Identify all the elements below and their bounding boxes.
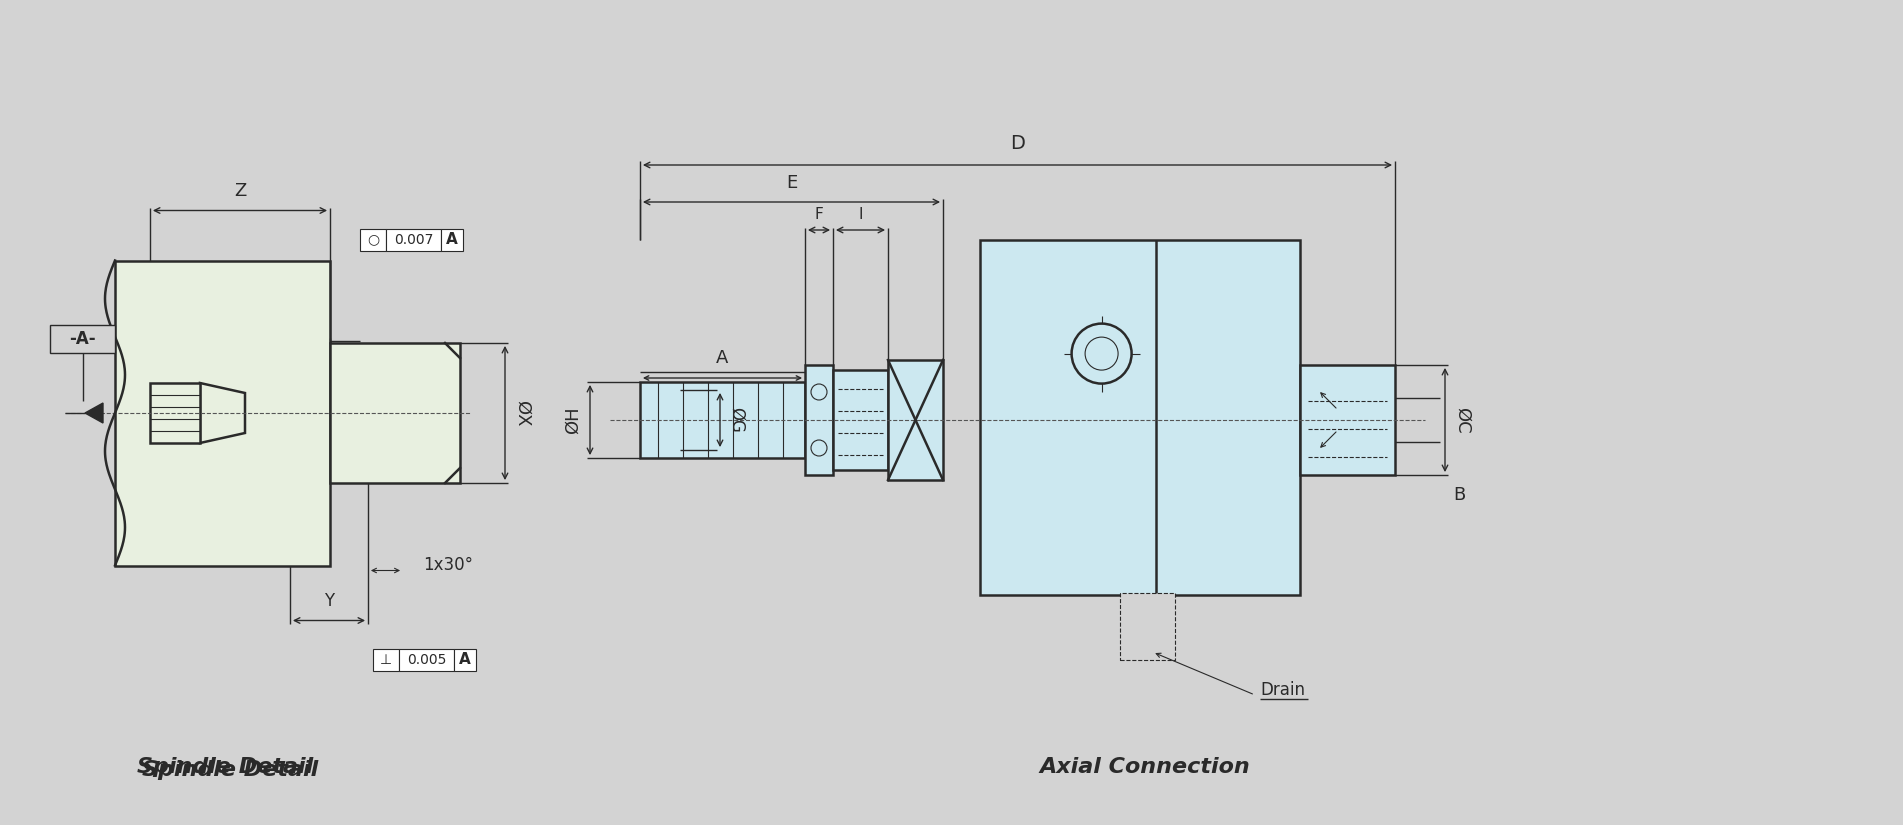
Bar: [455, 648, 476, 671]
Text: -A-: -A-: [69, 330, 95, 348]
Circle shape: [1085, 337, 1119, 370]
Bar: [1121, 593, 1174, 660]
Bar: [114, 261, 329, 565]
Text: Z: Z: [234, 182, 245, 200]
Bar: [150, 383, 200, 443]
Bar: [889, 360, 944, 480]
Bar: [639, 382, 805, 458]
Circle shape: [1071, 323, 1132, 384]
Text: F: F: [814, 207, 824, 222]
Text: ØH: ØH: [563, 406, 582, 434]
Text: I: I: [858, 207, 862, 222]
Bar: [360, 229, 386, 251]
Text: 1x30°: 1x30°: [422, 557, 474, 574]
Text: Axial Connection: Axial Connection: [1039, 757, 1250, 777]
Bar: [400, 648, 455, 671]
Text: 0.007: 0.007: [394, 233, 434, 247]
Text: A: A: [716, 349, 729, 367]
Polygon shape: [86, 403, 103, 423]
Text: E: E: [786, 174, 797, 192]
Polygon shape: [200, 383, 245, 443]
Text: 0.005: 0.005: [407, 653, 445, 667]
Text: A: A: [445, 232, 459, 247]
Text: ØC: ØC: [1454, 407, 1471, 433]
Text: Y: Y: [324, 592, 335, 610]
Circle shape: [811, 440, 828, 456]
Bar: [329, 343, 461, 483]
Bar: [49, 325, 114, 353]
Bar: [1300, 365, 1395, 475]
Text: B: B: [1454, 486, 1465, 504]
Text: Spindle Detail: Spindle Detail: [137, 757, 314, 777]
Text: A: A: [459, 652, 470, 667]
Text: ØG: ØG: [729, 407, 746, 433]
Text: Drain: Drain: [1260, 681, 1305, 699]
Text: ØX: ØX: [514, 400, 531, 427]
Bar: [980, 240, 1300, 595]
Text: ○: ○: [367, 233, 379, 247]
Text: D: D: [1010, 134, 1026, 153]
Bar: [386, 229, 441, 251]
Text: Spindle Detail: Spindle Detail: [143, 760, 318, 780]
Text: ⊥: ⊥: [381, 653, 392, 667]
Bar: [373, 648, 400, 671]
Circle shape: [811, 384, 828, 400]
Bar: [441, 229, 462, 251]
Bar: [805, 365, 834, 475]
Bar: [834, 370, 889, 470]
